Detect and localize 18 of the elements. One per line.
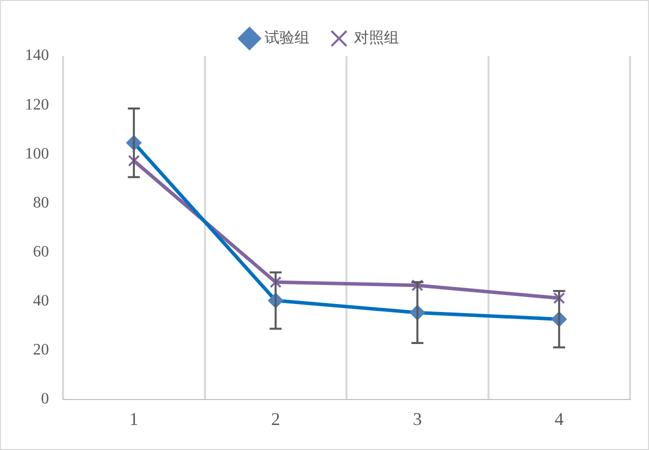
y-tick-label: 100 <box>25 145 49 162</box>
y-tick-label: 0 <box>41 390 49 408</box>
y-tick-label: 80 <box>33 194 49 212</box>
x-tick-label: 3 <box>412 408 422 429</box>
legend-label: 试验组 <box>264 28 310 46</box>
y-tick-label: 140 <box>25 47 49 64</box>
x-tick-label: 1 <box>129 408 138 429</box>
y-tick-label: 20 <box>33 342 49 359</box>
x-tick-label: 4 <box>554 408 564 429</box>
point <box>411 279 424 292</box>
point <box>128 154 140 167</box>
y-tick-label: 60 <box>33 243 49 260</box>
point <box>553 292 566 304</box>
y-tick-label: 40 <box>33 292 49 310</box>
point <box>270 276 282 288</box>
x-tick-label: 2 <box>271 408 280 429</box>
legend-label: 对照组 <box>354 28 399 46</box>
y-tick-label: 120 <box>25 96 49 114</box>
